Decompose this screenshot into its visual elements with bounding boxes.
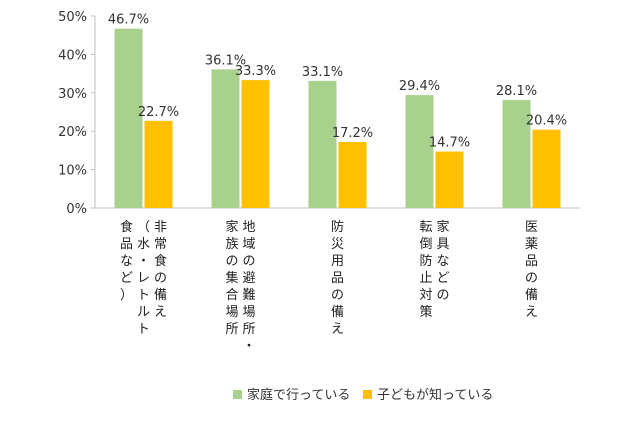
legend-label-series-2: 子どもが知っている [377, 387, 493, 403]
y-tick-label: 20% [58, 125, 87, 140]
data-label-series-2: 33.3% [235, 64, 276, 79]
category-label-2: 地域の避難場所・家族の集合場所 [225, 219, 255, 354]
data-label-series-2: 20.4% [526, 114, 567, 129]
legend-swatch-series-1 [233, 390, 242, 399]
category-label-line: 非常食の備え [154, 220, 167, 320]
category-label-line: 転倒防止対策 [419, 220, 432, 320]
bars: 46.7% 22.7% 36.1%33.3% 33.1% 17.2% 29.4% 14.7%… [108, 13, 567, 209]
bar-series-2-cat-3 [338, 141, 367, 208]
category-label-line: 防災用品の備え [331, 219, 344, 337]
bar-series-1-cat-3 [308, 80, 337, 208]
data-label-series-1: 36.1% [205, 53, 246, 68]
category-label-line: （水・レトルト [137, 220, 150, 337]
category-label-5: 医薬品の備え [525, 220, 538, 320]
bar-series-1-cat-1 [114, 28, 143, 209]
bar-series-2-cat-4 [435, 151, 464, 208]
y-tick-label: 0% [66, 202, 87, 217]
y-tick-label: 30% [58, 87, 87, 102]
y-tick-label: 50% [58, 10, 87, 25]
bar-series-1-cat-5 [502, 100, 531, 208]
y-tick-label: 10% [58, 164, 87, 179]
category-label-line: 家族の集合場所 [225, 219, 238, 337]
bar-series-2-cat-1 [144, 120, 173, 208]
legend-swatch-series-2 [363, 390, 372, 399]
bar-series-1-cat-2 [211, 69, 240, 208]
data-label-series-1: 33.1% [302, 65, 343, 80]
category-label-line: 食品など） [120, 219, 133, 303]
axes: 0% 10% 20% 30% 40% 50% [58, 10, 580, 217]
data-label-series-2: 22.7% [138, 105, 179, 120]
category-label-3: 防災用品の備え [331, 219, 344, 337]
category-label-line: 家具などの [436, 219, 449, 303]
data-label-series-1: 28.1% [496, 84, 537, 99]
data-label-series-2: 17.2% [332, 126, 373, 141]
category-label-line: 医薬品の備え [525, 220, 538, 320]
category-label-line: 地域の避難場所・ [242, 220, 255, 354]
legend-label-series-1: 家庭で行っている [247, 387, 350, 403]
y-tick-label: 40% [58, 48, 87, 63]
data-label-series-1: 46.7% [108, 13, 149, 28]
bar-series-2-cat-5 [532, 129, 561, 208]
bar-series-1-cat-4 [405, 95, 434, 208]
legend: 家庭で行っている 子どもが知っている [233, 387, 493, 403]
data-label-series-2: 14.7% [429, 136, 470, 151]
data-label-series-1: 29.4% [399, 79, 440, 94]
bar-series-2-cat-2 [241, 80, 270, 208]
